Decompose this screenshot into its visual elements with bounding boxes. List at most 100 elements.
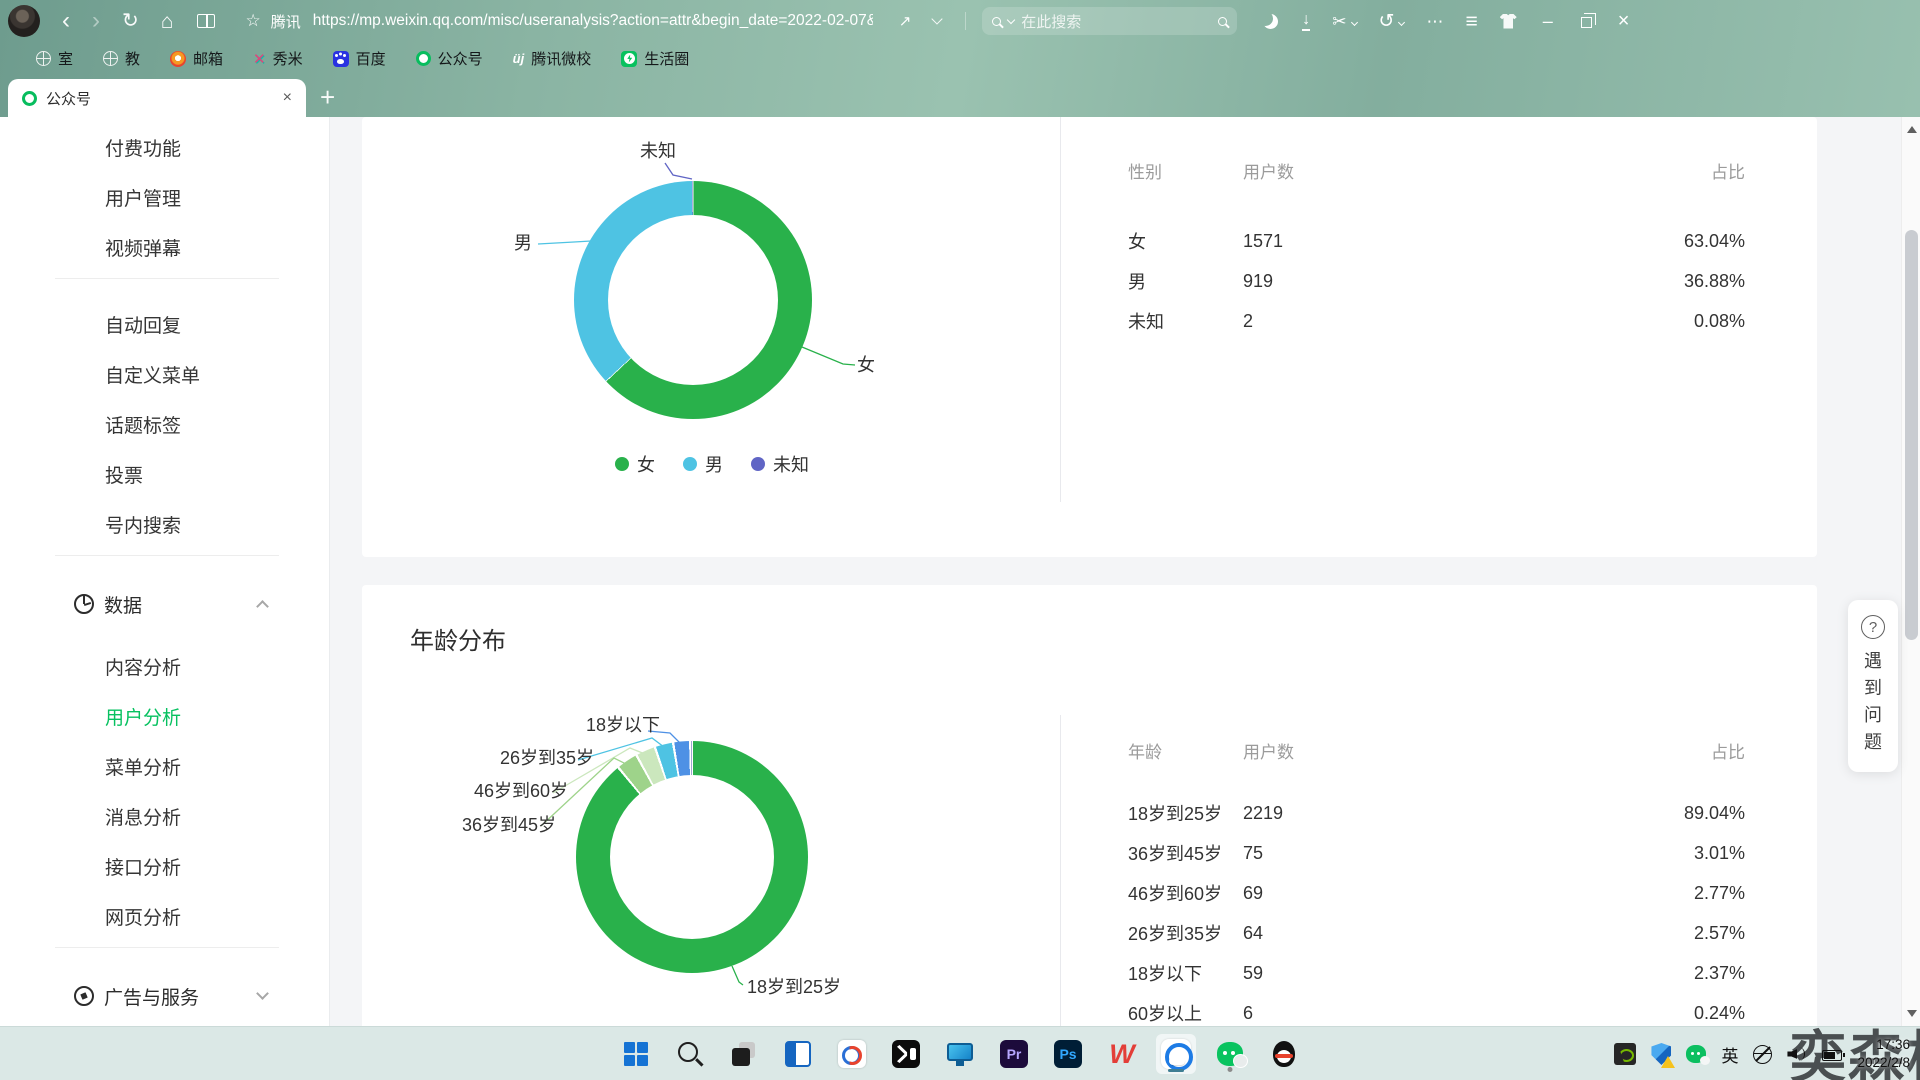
slice-label-46to60: 46岁到60岁 <box>474 781 569 801</box>
sidebar-item-web-analysis[interactable]: 网页分析 <box>105 908 182 929</box>
refresh-icon[interactable]: ↻ <box>122 10 139 32</box>
user-avatar[interactable] <box>8 5 40 37</box>
start-button[interactable] <box>616 1034 656 1074</box>
taskbar-app-qq-browser[interactable] <box>1156 1034 1196 1074</box>
menu-icon[interactable]: ≡ <box>1465 9 1478 33</box>
page-search-box[interactable]: 在此搜索 <box>982 7 1238 35</box>
bookmark-item[interactable]: 百度 <box>332 48 386 69</box>
taskbar-app-meeting[interactable] <box>832 1034 872 1074</box>
scissors-dropdown-icon[interactable] <box>1350 18 1358 26</box>
bookmark-item[interactable]: ✕ 秀米 <box>253 48 303 69</box>
more-icon[interactable]: ⋯ <box>1426 11 1444 31</box>
security-shield-icon[interactable] <box>1651 1043 1676 1068</box>
chevron-up-icon[interactable] <box>256 600 269 613</box>
input-language-indicator[interactable]: 英 <box>1721 1046 1739 1066</box>
sidebar-item-vote[interactable]: 投票 <box>105 466 144 487</box>
site-label[interactable]: 腾讯 <box>270 13 301 31</box>
tab-gongzhonghao[interactable]: 公众号 × <box>8 79 306 117</box>
sidebar-item-paid-features[interactable]: 付费功能 <box>105 139 182 160</box>
nvidia-tray-icon[interactable] <box>1614 1043 1637 1065</box>
header-users: 用户数 <box>1243 743 1294 762</box>
restore-window-icon[interactable] <box>1580 12 1596 28</box>
table-row: 女 1571 63.04% <box>1128 221 1745 261</box>
sidebar-item-content-analysis[interactable]: 内容分析 <box>105 658 182 679</box>
section-label: 数据 <box>104 595 143 617</box>
tab-close-icon[interactable]: × <box>282 89 292 106</box>
taskbar-app-wps[interactable]: W <box>1102 1034 1142 1074</box>
pie-chart-icon <box>74 594 94 614</box>
sidebar-item-account-search[interactable]: 号内搜索 <box>105 516 182 537</box>
scroll-down-icon[interactable] <box>1907 1010 1917 1017</box>
url-text[interactable]: https://mp.weixin.qq.com/misc/useranalys… <box>312 12 873 29</box>
bookmark-item[interactable]: 生活圈 <box>621 48 689 69</box>
sidebar-item-custom-menu[interactable]: 自定义菜单 <box>105 366 201 387</box>
table-row: 46岁到60岁 69 2.77% <box>1128 873 1745 913</box>
new-tab-button[interactable]: + <box>320 82 336 112</box>
chevron-down-icon[interactable] <box>256 987 269 1000</box>
back-icon[interactable]: ‹ <box>62 7 70 34</box>
taskbar-app-qq[interactable] <box>1264 1034 1304 1074</box>
taskbar-app-photoshop[interactable]: Ps <box>1048 1034 1088 1074</box>
sidebar-item-auto-reply[interactable]: 自动回复 <box>105 316 182 337</box>
sidebar-section-ads[interactable]: 广告与服务 <box>0 981 329 1011</box>
wechat-tray-icon[interactable] <box>1686 1045 1711 1065</box>
bookmark-item[interactable]: 室 <box>36 48 73 69</box>
taskbar-app-notes[interactable] <box>778 1034 818 1074</box>
taskbar-search-button[interactable] <box>670 1034 710 1074</box>
undo-icon[interactable]: ↺ <box>1378 10 1395 32</box>
sidebar-item-user-analysis[interactable]: 用户分析 <box>105 708 182 729</box>
table-row: 26岁到35岁 64 2.57% <box>1128 913 1745 953</box>
running-indicator <box>1227 1067 1233 1072</box>
legend-item-unknown[interactable]: 未知 <box>751 451 809 477</box>
taskbar-app-photos[interactable] <box>724 1034 764 1074</box>
legend-item-female[interactable]: 女 <box>615 451 655 477</box>
sidebar-item-user-management[interactable]: 用户管理 <box>105 189 182 210</box>
help-widget[interactable]: ? 遇到问题 <box>1848 600 1898 772</box>
close-icon[interactable]: × <box>1617 9 1630 32</box>
cell-count: 2 <box>1243 310 1254 331</box>
sidebar-item-topic-tags[interactable]: 话题标签 <box>105 416 182 437</box>
sidebar-item-api-analysis[interactable]: 接口分析 <box>105 858 182 879</box>
taskbar-app-capcut[interactable] <box>886 1034 926 1074</box>
share-icon[interactable]: ↗ <box>898 13 912 30</box>
sidebar-section-data[interactable]: 数据 <box>0 589 329 619</box>
url-dropdown-icon[interactable] <box>931 13 943 25</box>
age-donut-chart[interactable] <box>576 741 808 973</box>
battery-icon[interactable] <box>1822 1048 1846 1061</box>
screenshot-scissors-icon[interactable]: ✂ <box>1332 11 1347 31</box>
clock[interactable]: 17:36 2022/2/8 <box>1857 1036 1910 1071</box>
undo-dropdown-icon[interactable] <box>1398 18 1406 26</box>
sidebar-item-menu-analysis[interactable]: 菜单分析 <box>105 758 182 779</box>
scroll-up-icon[interactable] <box>1907 126 1917 133</box>
taskbar-app-premiere[interactable]: Pr <box>994 1034 1034 1074</box>
download-icon[interactable]: ↓ <box>1302 11 1311 31</box>
minimize-icon[interactable]: – <box>1542 10 1553 31</box>
taskbar-app-wechat[interactable] <box>1210 1034 1250 1074</box>
sidebar-item-message-analysis[interactable]: 消息分析 <box>105 808 182 829</box>
home-icon[interactable]: ⌂ <box>160 9 174 33</box>
capcut-icon <box>892 1040 920 1068</box>
qq-browser-icon <box>1161 1039 1193 1071</box>
gender-legend: 女 男 未知 <box>362 451 1062 477</box>
bookmark-star-icon[interactable]: ☆ <box>245 11 261 30</box>
legend-item-male[interactable]: 男 <box>683 451 723 477</box>
bookmark-item[interactable]: 邮箱 <box>170 48 223 69</box>
scrollbar[interactable] <box>1901 117 1920 1026</box>
search-icon <box>992 16 1002 26</box>
divider <box>965 12 967 30</box>
taskbar-app-display[interactable] <box>940 1034 980 1074</box>
forward-icon[interactable]: › <box>92 7 100 34</box>
theme-skin-icon[interactable] <box>1499 13 1517 29</box>
reading-mode-icon[interactable] <box>197 14 216 28</box>
tab-favicon <box>22 90 37 106</box>
bookmark-item[interactable]: 教 <box>103 48 140 69</box>
gender-donut-chart[interactable] <box>574 181 812 419</box>
bookmark-item[interactable]: 公众号 <box>415 48 483 69</box>
scrollbar-thumb[interactable] <box>1905 230 1918 640</box>
bookmark-item[interactable]: üj 腾讯微校 <box>513 48 592 69</box>
sidebar-item-video-danmu[interactable]: 视频弹幕 <box>105 239 182 260</box>
search-dropdown-icon[interactable] <box>1007 15 1016 24</box>
volume-icon[interactable] <box>1787 1045 1807 1063</box>
dark-mode-icon[interactable] <box>1263 14 1278 29</box>
network-globe-icon[interactable] <box>1753 1044 1773 1064</box>
